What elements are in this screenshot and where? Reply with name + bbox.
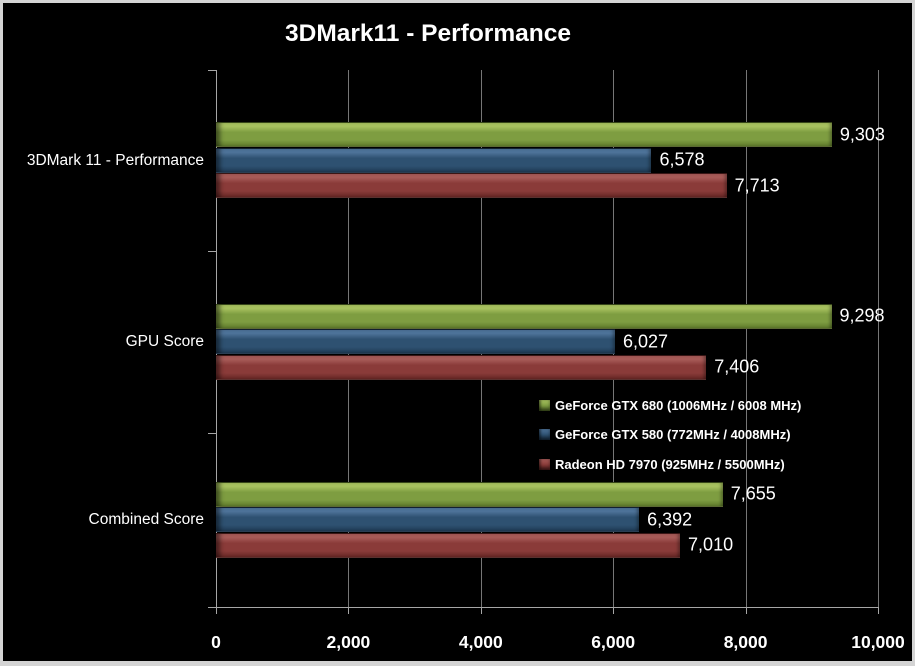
x-axis-tick-label: 10,000: [851, 632, 905, 652]
bar-value-label: 6,578: [659, 149, 705, 170]
bar: [216, 303, 832, 329]
bar: [216, 329, 615, 355]
category-axis-line: [215, 607, 879, 608]
x-axis-tick: [745, 607, 747, 614]
x-axis-tick-label: 4,000: [458, 632, 503, 652]
legend-label: GeForce GTX 680 (1006MHz / 6008 MHz): [555, 397, 802, 413]
bar: [216, 354, 707, 380]
x-axis-tick: [348, 607, 350, 614]
legend-swatch-icon: [539, 399, 550, 411]
category-label: Combined Score: [88, 511, 204, 528]
x-axis-tick-label: 8,000: [723, 632, 768, 652]
x-gridline: [878, 70, 879, 607]
bar-value-label: 7,406: [714, 356, 760, 377]
legend-swatch-icon: [539, 458, 550, 470]
legend-label: Radeon HD 7970 (925MHz / 5500MHz): [555, 456, 785, 472]
chart-legend: GeForce GTX 680 (1006MHz / 6008 MHz) GeFo…: [539, 397, 801, 486]
x-axis-tick: [216, 607, 217, 614]
category-axis-tick: [208, 70, 216, 71]
chart-title: 3DMark11 - Performance: [285, 20, 571, 47]
category-label: 3DMark 11 - Performance: [26, 151, 204, 169]
bar-value-label: 7,713: [734, 175, 780, 196]
bar: [216, 173, 727, 199]
bar-value-label: 6,027: [622, 331, 669, 352]
x-axis-tick: [480, 607, 482, 614]
bar-value-label: 9,303: [839, 124, 885, 145]
bar: [216, 532, 681, 558]
legend-swatch-icon: [539, 429, 550, 440]
x-axis-tick: [613, 607, 615, 614]
category-axis-tick: [208, 433, 216, 434]
bar: [216, 147, 652, 173]
x-axis-tick-label: 0: [211, 632, 221, 652]
bar-value-label: 6,392: [647, 509, 693, 530]
bar-value-label: 7,655: [730, 483, 776, 504]
legend-item: Radeon HD 7970 (925MHz / 5500MHz): [539, 456, 801, 472]
category-axis-tick: [208, 607, 216, 608]
x-axis-tick: [878, 607, 879, 614]
x-gridline: [745, 70, 747, 607]
legend-label: GeForce GTX 580 (772MHz / 4008MHz): [555, 427, 791, 442]
bar: [216, 507, 640, 533]
plot-area: 0 2,000 4,000 6,000 8,000 10,000 3DMark 11 - P…: [3, 3, 912, 661]
legend-item: GeForce GTX 580 (772MHz / 4008MHz): [539, 427, 801, 443]
legend-item: GeForce GTX 680 (1006MHz / 6008 MHz): [539, 397, 801, 413]
bar: [216, 481, 723, 507]
bar-value-label: 9,298: [839, 305, 885, 326]
bar: [216, 122, 832, 148]
bar-value-label: 7,010: [688, 534, 734, 555]
x-axis-tick-label: 2,000: [326, 632, 371, 652]
x-axis-tick-label: 6,000: [591, 632, 636, 652]
category-label: GPU Score: [125, 333, 204, 350]
category-axis-tick: [208, 251, 216, 252]
